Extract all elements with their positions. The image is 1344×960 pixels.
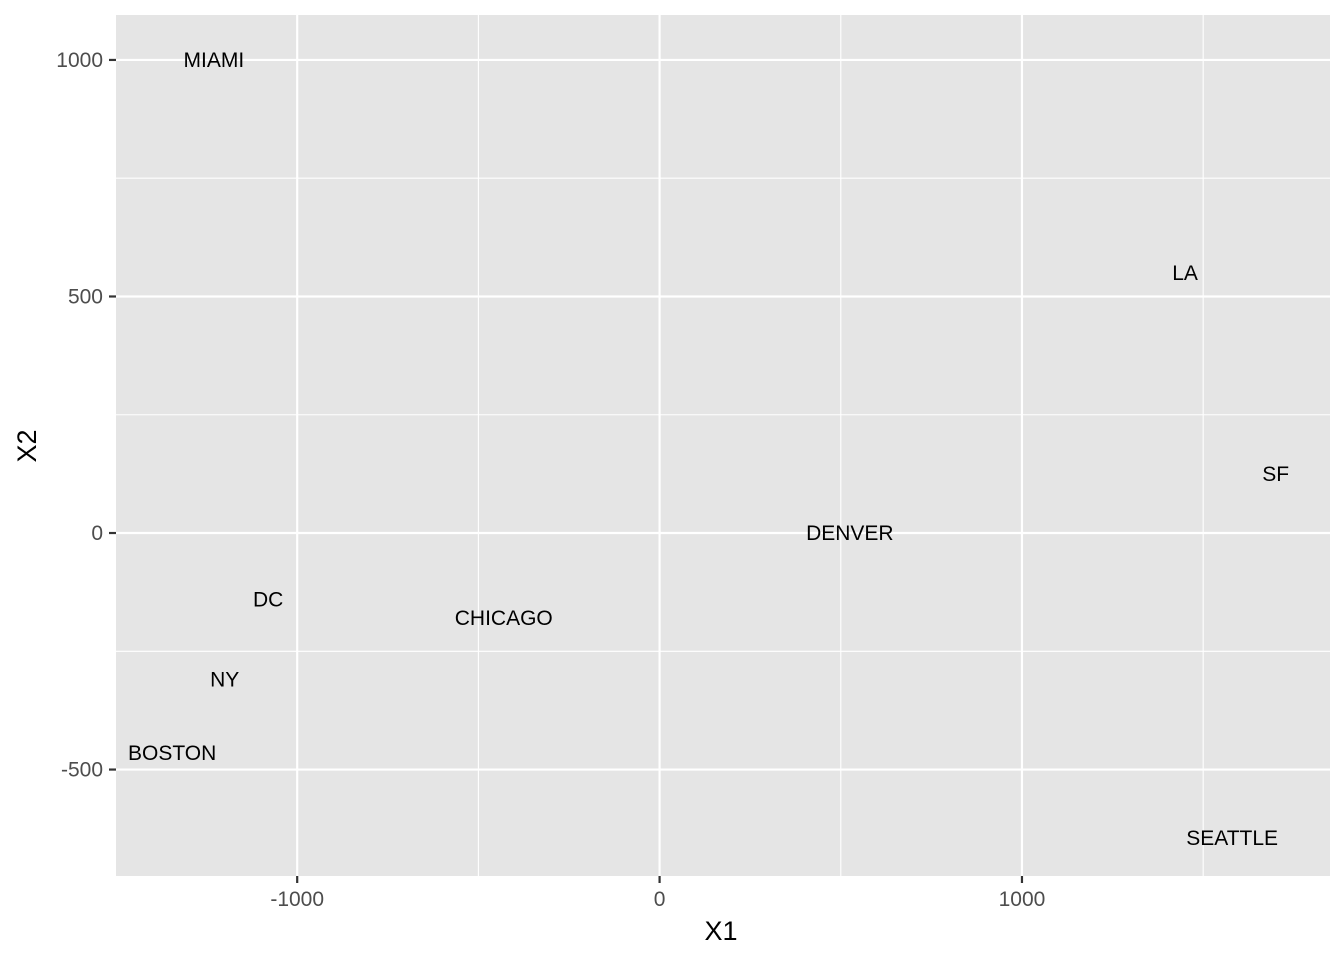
y-tick-label: -500 — [61, 759, 103, 782]
x-tick-label: -1000 — [270, 888, 324, 911]
minor-gridlines — [116, 15, 1330, 876]
x-axis-title: X1 — [704, 916, 737, 946]
point-label: DENVER — [806, 522, 894, 545]
axis-ticks — [109, 58, 1024, 883]
point-label: LA — [1172, 262, 1198, 285]
y-tick-label: 0 — [91, 522, 103, 545]
point-label: DC — [253, 588, 283, 611]
major-gridlines — [116, 15, 1330, 876]
x-tick-label: 1000 — [999, 888, 1046, 911]
point-label: NY — [210, 669, 239, 692]
point-label: SF — [1262, 463, 1289, 486]
point-labels: MIAMI LA SF DENVER DC CHICAGO NY BOSTON SEATTLE — [128, 49, 1289, 850]
point-label: CHICAGO — [455, 607, 553, 630]
point-label: SEATTLE — [1186, 827, 1278, 850]
y-tick-label: 500 — [68, 285, 103, 308]
y-axis-title: X2 — [12, 429, 42, 462]
x-tick-label: 0 — [654, 888, 666, 911]
tick-labels: -1000 0 1000 -500 0 500 1000 — [56, 49, 1045, 911]
y-tick-label: 1000 — [56, 49, 103, 72]
point-label: MIAMI — [184, 49, 245, 72]
panel-background — [116, 15, 1330, 876]
point-label: BOSTON — [128, 742, 216, 765]
